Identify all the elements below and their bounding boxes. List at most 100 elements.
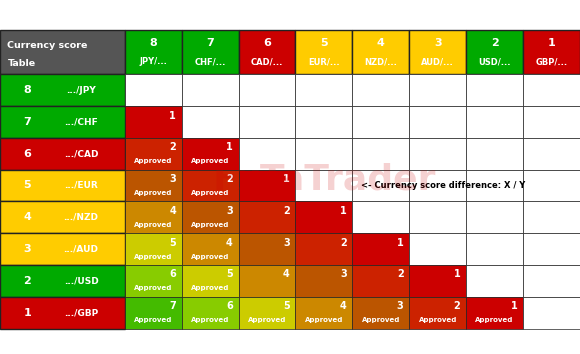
Text: 8: 8 <box>149 38 157 48</box>
Bar <box>409 170 466 201</box>
Bar <box>125 265 182 297</box>
Text: .../EUR: .../EUR <box>64 181 98 190</box>
Text: 2: 2 <box>340 238 347 248</box>
Bar <box>182 201 238 233</box>
Text: 3: 3 <box>169 174 176 184</box>
Text: Approved: Approved <box>191 285 229 291</box>
Bar <box>125 201 182 233</box>
Bar <box>466 265 523 297</box>
Bar <box>409 265 466 297</box>
Text: 6: 6 <box>169 269 176 279</box>
Text: Approved: Approved <box>134 317 172 323</box>
Text: 3: 3 <box>226 206 233 216</box>
Text: FxTaTrader Forex Currency Score Comparison table Wk15 / 10-4-2016: FxTaTrader Forex Currency Score Comparis… <box>85 10 495 20</box>
Bar <box>125 30 182 74</box>
Bar <box>238 106 295 138</box>
Bar <box>295 138 353 170</box>
Text: 6: 6 <box>263 38 271 48</box>
Bar <box>0 138 125 170</box>
Bar <box>0 106 125 138</box>
Bar <box>523 106 580 138</box>
Bar <box>125 138 182 170</box>
Text: EUR/...: EUR/... <box>308 57 340 67</box>
Text: 4: 4 <box>24 212 31 222</box>
Bar <box>182 265 238 297</box>
Bar <box>466 106 523 138</box>
Bar <box>0 233 125 265</box>
Text: 2: 2 <box>169 142 176 152</box>
Text: 2: 2 <box>454 301 461 311</box>
Text: 2: 2 <box>24 276 31 286</box>
Bar <box>409 138 466 170</box>
Text: CAD/...: CAD/... <box>251 57 283 67</box>
Bar <box>238 138 295 170</box>
Bar <box>523 265 580 297</box>
Text: .../CHF: .../CHF <box>64 118 98 126</box>
Text: Approved: Approved <box>476 317 514 323</box>
Text: Currency score: Currency score <box>8 41 88 50</box>
Text: Approved: Approved <box>248 317 286 323</box>
Text: 6: 6 <box>24 149 31 159</box>
Bar <box>466 201 523 233</box>
Text: .../CAD: .../CAD <box>64 149 98 158</box>
Bar <box>353 30 409 74</box>
Text: 2: 2 <box>397 269 404 279</box>
Bar <box>238 297 295 329</box>
Bar <box>466 74 523 106</box>
Text: 6: 6 <box>226 301 233 311</box>
Text: Approved: Approved <box>361 317 400 323</box>
Bar <box>0 297 125 329</box>
Text: 3: 3 <box>434 38 441 48</box>
Text: 1: 1 <box>169 110 176 121</box>
Bar <box>125 297 182 329</box>
Bar <box>0 170 125 201</box>
Bar <box>238 201 295 233</box>
Bar <box>466 138 523 170</box>
Bar <box>238 170 295 201</box>
Bar <box>182 30 238 74</box>
Bar <box>295 265 353 297</box>
Text: Approved: Approved <box>191 254 229 260</box>
Text: .../AUD: .../AUD <box>64 245 99 253</box>
Text: 4: 4 <box>377 38 385 48</box>
Bar <box>353 297 409 329</box>
Bar <box>182 74 238 106</box>
Bar <box>125 106 182 138</box>
Bar <box>466 297 523 329</box>
Bar <box>353 106 409 138</box>
Bar <box>295 30 353 74</box>
Text: .../JPY: .../JPY <box>66 86 96 95</box>
Bar <box>295 106 353 138</box>
Text: 3: 3 <box>340 269 347 279</box>
Text: 5: 5 <box>24 181 31 190</box>
Bar <box>295 233 353 265</box>
Text: 1: 1 <box>510 301 517 311</box>
Text: .../NZD: .../NZD <box>64 213 99 222</box>
Text: 3: 3 <box>283 238 290 248</box>
Bar <box>0 201 125 233</box>
Bar <box>409 297 466 329</box>
Text: 1: 1 <box>548 38 556 48</box>
Text: <- Currency score difference: X / Y: <- Currency score difference: X / Y <box>361 181 525 190</box>
Text: 8: 8 <box>24 85 31 95</box>
Bar <box>295 170 353 201</box>
Bar <box>125 233 182 265</box>
Text: Visit FxTaTrader.com for more info and disclaimer: Visit FxTaTrader.com for more info and d… <box>170 336 410 346</box>
Text: 2: 2 <box>226 174 233 184</box>
Bar <box>466 30 523 74</box>
Bar <box>523 30 580 74</box>
Bar <box>353 265 409 297</box>
Bar <box>238 74 295 106</box>
Text: 1: 1 <box>454 269 461 279</box>
Text: Approved: Approved <box>134 254 172 260</box>
Bar <box>409 30 466 74</box>
Text: Approved: Approved <box>191 190 229 196</box>
Bar <box>295 74 353 106</box>
Text: .../GBP: .../GBP <box>64 308 98 317</box>
Bar <box>523 138 580 170</box>
Text: Approved: Approved <box>419 317 457 323</box>
Bar <box>353 170 409 201</box>
Text: Approved: Approved <box>134 222 172 228</box>
Bar <box>523 201 580 233</box>
Text: 5: 5 <box>226 269 233 279</box>
